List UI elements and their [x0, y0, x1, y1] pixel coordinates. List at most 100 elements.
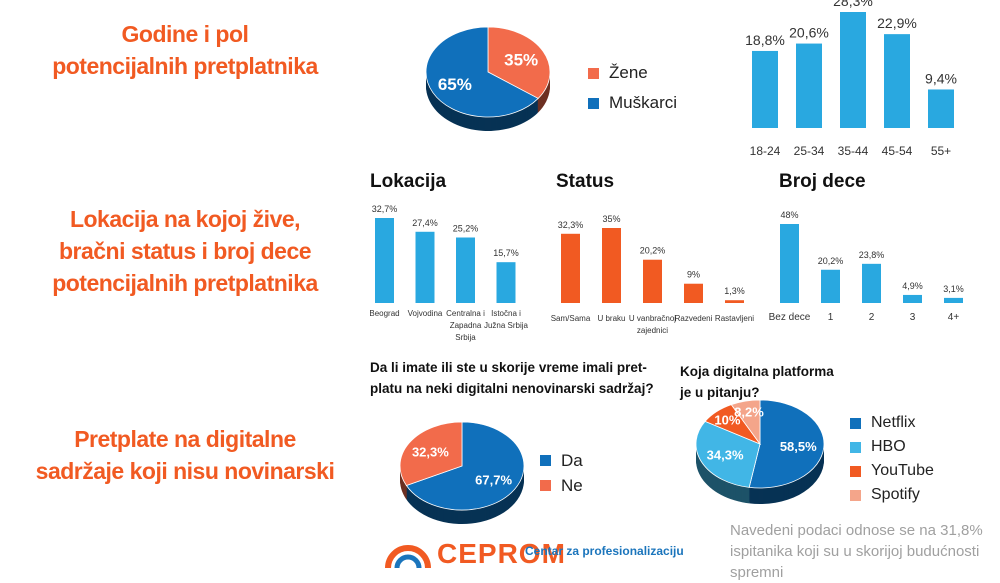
bar-age: [752, 50, 778, 129]
bar-location: [375, 218, 394, 303]
legend-item-da: Da: [540, 448, 583, 473]
bar-category-label: Sam/Sama: [551, 314, 591, 323]
legend-label: HBO: [871, 438, 906, 455]
bar-category-label: 25-34: [794, 144, 825, 158]
bar-value-label: 25,2%: [453, 223, 479, 233]
legend-label: Muškarci: [609, 93, 678, 112]
bar-value-label: 27,4%: [412, 218, 438, 228]
bar-location: [496, 262, 516, 303]
title-line: potencijalnih pretplatnika: [52, 53, 318, 79]
bar-category-label: Vojvodina: [408, 309, 443, 318]
legend-swatch: [850, 465, 861, 477]
bar-category-label: 2: [869, 312, 875, 323]
pie-slice-gender-1: [425, 26, 539, 118]
children-chart-title: Broj dece: [779, 171, 866, 192]
bar-category-label: zajednici: [637, 326, 668, 335]
legend-label: Da: [561, 450, 583, 470]
bar-children: [780, 224, 799, 303]
platform-legend: Netflix HBO YouTube Spotify: [850, 411, 934, 507]
legend-swatch: [540, 455, 551, 466]
legend-label: Žene: [609, 63, 648, 82]
question-line: Da li imate ili ste u skorije vreme imal…: [370, 360, 647, 375]
bar-category-label: Rastavljeni: [715, 314, 754, 323]
section-title-subscriptions: Pretplate na digitalne sadržaje koji nis…: [15, 423, 355, 487]
legend-swatch: [588, 97, 599, 109]
legend-swatch: [540, 480, 551, 491]
bar-category-label: Bez dece: [769, 312, 811, 323]
logo-subtitle: Centar za profesionalizaciju: [525, 544, 684, 558]
bar-age: [928, 89, 954, 128]
bar-category-label: 1: [828, 312, 834, 323]
pie-value-label: 10%: [714, 412, 740, 427]
pie-slice-subscription-1: [399, 421, 463, 486]
bar-status: [684, 283, 703, 303]
pie-value-label: 32,3%: [412, 445, 449, 460]
footnote: Navedeni podaci odnose se na 31,8% ispit…: [730, 520, 1000, 583]
gender-legend: Žene Muškarci: [588, 58, 677, 118]
bar-value-label: 20,2%: [818, 256, 844, 266]
bar-value-label: 15,7%: [493, 248, 519, 258]
bar-category-label: Centralna i: [446, 309, 485, 318]
question-line: platu na neki digitalni nenovinarski sad…: [370, 381, 654, 396]
bar-status: [561, 233, 580, 303]
ceprom-logo-icon: [385, 545, 431, 568]
bar-category-label: Srbija: [455, 333, 476, 342]
bar-value-label: 4,9%: [902, 281, 923, 291]
legend-item-youtube: YouTube: [850, 459, 934, 483]
bar-category-label: Razvedeni: [675, 314, 713, 323]
bar-category-label: Istočna i: [491, 309, 521, 318]
bar-value-label: 22,9%: [877, 15, 917, 31]
bar-location: [456, 237, 475, 303]
bar-children: [944, 297, 963, 303]
bar-value-label: 1,3%: [724, 286, 745, 296]
bar-category-label: Zapadna: [450, 321, 482, 330]
legend-item-netflix: Netflix: [850, 411, 934, 435]
bar-children: [862, 263, 881, 303]
legend-item-muskarci: Muškarci: [588, 88, 677, 118]
bar-age: [796, 43, 822, 128]
title-line: potencijalnih pretplatnika: [52, 270, 318, 296]
bar-category-label: 45-54: [882, 144, 913, 158]
bar-value-label: 32,3%: [558, 220, 584, 230]
bar-value-label: 48%: [780, 210, 798, 220]
legend-label: Netflix: [871, 414, 916, 431]
legend-label: YouTube: [871, 462, 934, 479]
legend-label: Spotify: [871, 486, 920, 503]
section-title-location-status: Lokacija na kojoj žive, bračni status i …: [15, 203, 355, 299]
bar-value-label: 20,2%: [640, 246, 666, 256]
title-line: sadržaje koji nisu novinarski: [35, 458, 335, 484]
question-line: je u pitanju?: [680, 385, 760, 400]
bar-category-label: U vanbračnoj: [629, 314, 676, 323]
legend-swatch: [850, 417, 861, 429]
bar-value-label: 28,3%: [833, 0, 873, 9]
bar-value-label: 9%: [687, 270, 700, 280]
bar-children: [903, 294, 922, 303]
bar-value-label: 35%: [602, 214, 620, 224]
pie-slice-gender-0: [487, 26, 551, 99]
section-title-age-gender: Godine i pol potencijalnih pretplatnika: [15, 18, 355, 82]
legend-item-ne: Ne: [540, 473, 583, 498]
bar-category-label: 3: [910, 312, 916, 323]
bar-age: [840, 12, 866, 128]
bar-category-label: 18-24: [750, 144, 781, 158]
bar-children: [821, 269, 840, 303]
bar-category-label: 55+: [931, 144, 951, 158]
title-line: Godine i pol: [121, 21, 249, 47]
bar-category-label: 4+: [948, 312, 960, 323]
platform-question: Koja digitalna platforma je u pitanju?: [680, 361, 834, 403]
pie-value-label: 8,2%: [734, 404, 764, 419]
legend-item-spotify: Spotify: [850, 483, 934, 507]
title-line: Pretplate na digitalne: [74, 426, 296, 452]
charts-canvas: 18,8% 18-24 20,6% 25-34 28,3% 35-44 22,9% 45-54…: [369, 0, 964, 524]
title-line: bračni status i broj dece: [58, 238, 312, 264]
legend-swatch: [588, 67, 599, 79]
bar-location: [415, 231, 435, 303]
bar-category-label: U braku: [597, 314, 625, 323]
bar-value-label: 20,6%: [789, 25, 829, 41]
bar-value-label: 18,8%: [745, 32, 785, 48]
legend-swatch: [850, 441, 861, 453]
pie-value-label: 58,5%: [780, 439, 817, 454]
pie-slice-subscription-0: [405, 421, 525, 511]
bar-status: [643, 259, 662, 303]
bar-value-label: 9,4%: [925, 70, 957, 86]
